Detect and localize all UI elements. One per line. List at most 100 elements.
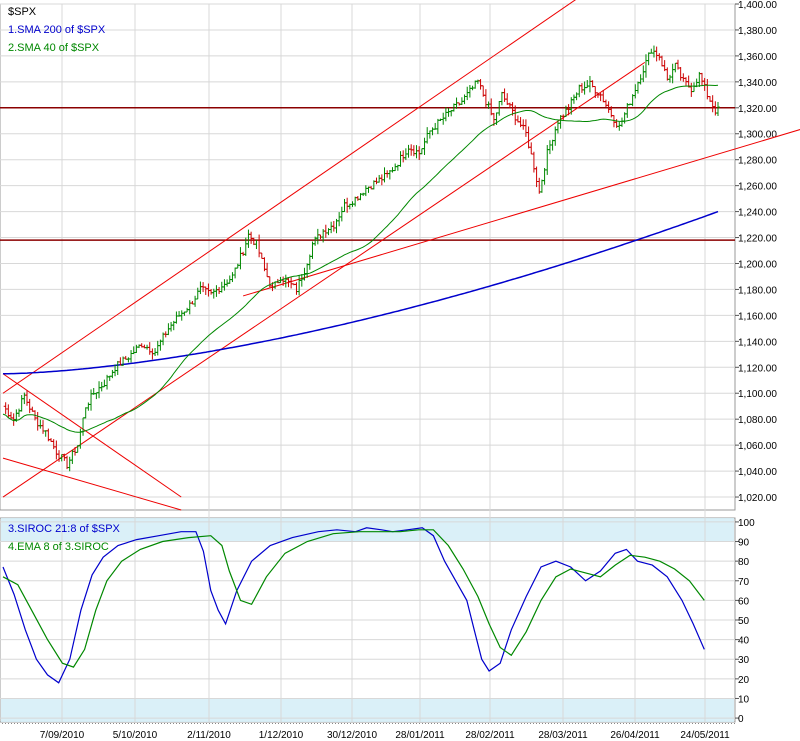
price-title: $SPX [8,6,37,18]
x-axis-dot [191,723,192,724]
x-axis-dot [119,723,120,724]
price-tick-label: 1,120.00 [738,363,777,374]
x-axis-dot [482,723,483,724]
x-axis-dot [401,723,402,724]
x-axis-dot [98,723,99,724]
sma200-legend: 1.SMA 200 of $SPX [8,24,106,36]
x-axis-dot [527,723,528,724]
x-axis-dot [56,723,57,724]
x-axis-dot [236,723,237,724]
price-tick-label: 1,080.00 [738,415,777,426]
x-axis-dot [584,723,585,724]
x-axis-dot [209,723,210,724]
x-axis-dot [461,723,462,724]
x-axis-dot [101,723,102,724]
x-axis-dot [698,723,699,724]
x-axis-dot [515,723,516,724]
x-axis-dot [143,723,144,724]
x-axis-dot [263,723,264,724]
x-tick-label: 28/03/2011 [538,730,588,741]
x-axis-dot [548,723,549,724]
x-axis-dot [683,723,684,724]
price-tick-label: 1,360.00 [738,52,777,63]
x-axis-dot [356,723,357,724]
x-axis-dot [368,723,369,724]
x-axis-dot [617,723,618,724]
x-axis-dot [485,723,486,724]
x-axis-dot [314,723,315,724]
x-axis-dot [89,723,90,724]
x-axis-dot [473,723,474,724]
x-axis-dot [512,723,513,724]
x-axis-dot [251,723,252,724]
osc-tick-label: 40 [738,636,750,647]
x-axis-dot [149,723,150,724]
x-axis-dot [494,723,495,724]
x-tick-label: 1/12/2010 [259,730,304,741]
x-axis-dot [272,723,273,724]
cross-line-0 [2,373,182,498]
x-axis-dot [428,723,429,724]
x-axis-dot [413,723,414,724]
x-axis-dot [41,723,42,724]
x-axis-dot [452,723,453,724]
x-axis-dot [53,723,54,724]
x-axis-dot [605,723,606,724]
x-axis-dot [680,723,681,724]
x-axis-dot [608,723,609,724]
x-axis-dot [47,723,48,724]
x-axis-dot [32,723,33,724]
x-axis-dot [572,723,573,724]
x-axis-dot [656,723,657,724]
x-axis-dot [17,723,18,724]
x-axis-dot [458,723,459,724]
x-axis-dot [539,723,540,724]
x-axis-dot [443,723,444,724]
x-axis-dot [308,723,309,724]
x-axis-dot [275,723,276,724]
x-axis-dot [26,723,27,724]
osc-tick-label: 10 [738,694,750,705]
x-tick-label: 5/10/2010 [113,730,158,741]
price-tick-label: 1,060.00 [738,441,777,452]
x-axis-dot [242,723,243,724]
x-axis-dot [170,723,171,724]
x-axis-dot [629,723,630,724]
trend-channel-2 [242,129,800,297]
x-axis-dot [395,723,396,724]
x-axis-dot [650,723,651,724]
x-axis-dot [197,723,198,724]
x-tick-label: 7/09/2010 [40,730,85,741]
x-axis-dot [467,723,468,724]
x-axis-dot [491,723,492,724]
x-axis-dot [140,723,141,724]
x-axis-dot [479,723,480,724]
x-axis-dot [497,723,498,724]
x-axis-dot [509,723,510,724]
x-axis-dot [293,723,294,724]
x-axis-dot [476,723,477,724]
x-axis-dot [422,723,423,724]
x-axis-dot [671,723,672,724]
x-axis-dot [329,723,330,724]
x-axis-dot [155,723,156,724]
x-axis-dot [299,723,300,724]
x-axis-dot [554,723,555,724]
sma200-line [2,210,719,375]
x-axis-dot [230,723,231,724]
x-axis-dot [416,723,417,724]
x-axis-dot [404,723,405,724]
x-axis-dot [653,723,654,724]
price-panel [0,3,736,511]
x-axis-dot [488,723,489,724]
x-axis-dot [722,723,723,724]
x-axis-dot [338,723,339,724]
x-tick-label: 28/01/2011 [395,730,445,741]
x-axis-dot [158,723,159,724]
x-axis-dot [152,723,153,724]
x-axis-dot [581,723,582,724]
x-axis-dot [8,723,9,724]
price-tick-label: 1,040.00 [738,467,777,478]
x-tick-label: 30/12/2010 [327,730,377,741]
x-axis-dot [659,723,660,724]
